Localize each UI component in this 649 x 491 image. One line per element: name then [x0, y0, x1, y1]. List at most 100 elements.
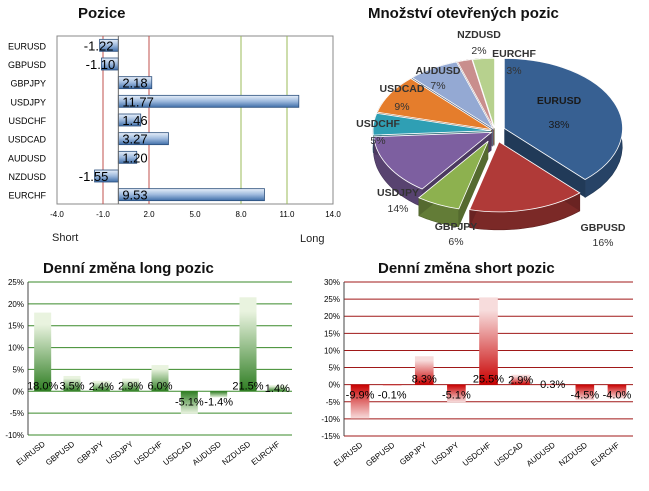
category-label: GBPJPY — [398, 440, 429, 467]
short-caption: Short — [52, 232, 78, 244]
value-label: 2.18 — [122, 76, 147, 91]
category-label: USDCAD — [8, 135, 47, 145]
bar — [479, 297, 498, 385]
value-label: -5.1% — [442, 390, 471, 402]
y-tick-label: 30% — [324, 278, 340, 287]
category-label: GBPJPY — [75, 439, 106, 466]
y-tick-label: 5% — [328, 364, 340, 373]
category-label: GBPUSD — [364, 440, 396, 468]
bar — [151, 365, 169, 392]
y-tick-label: -10% — [5, 431, 24, 440]
bar — [575, 384, 595, 401]
category-label: EURCHF — [9, 191, 47, 201]
category-label: GBPUSD — [8, 60, 47, 70]
category-label: EURUSD — [15, 439, 47, 467]
value-label: 0.3% — [540, 379, 565, 391]
pie-category-label: NZDUSD — [457, 29, 501, 41]
pie-slice — [372, 112, 492, 136]
y-tick-label: -5% — [10, 409, 24, 418]
category-label: GBPUSD — [44, 439, 76, 467]
long-caption: Long — [300, 233, 324, 245]
category-label: AUDUSD — [525, 440, 557, 468]
x-tick-label: 14.0 — [325, 210, 341, 219]
bar — [607, 384, 627, 399]
bar — [210, 391, 228, 398]
category-label: NZDUSD — [9, 172, 47, 182]
bar — [239, 297, 257, 392]
value-label: 2.4% — [89, 381, 114, 393]
value-label: 1.20 — [122, 150, 147, 165]
value-label: 6.0% — [147, 380, 172, 392]
bar — [447, 384, 466, 403]
y-tick-label: 10% — [8, 344, 24, 353]
y-tick-label: 20% — [8, 300, 24, 309]
pie-category-label: USDCHF — [356, 118, 400, 130]
bar — [414, 356, 434, 385]
pie-percent-label: 2% — [471, 45, 486, 57]
y-tick-label: 20% — [324, 312, 340, 321]
pie-slice — [418, 140, 489, 210]
pozice-title: Pozice — [78, 5, 126, 22]
y-tick-label: -5% — [326, 398, 340, 407]
pie-percent-label: 38% — [548, 119, 569, 131]
pie-percent-label: 6% — [448, 236, 463, 248]
x-tick-label: -4.0 — [50, 210, 64, 219]
value-label: -4.0% — [603, 390, 632, 402]
category-label: USDCHF — [9, 116, 47, 126]
pie-slice — [376, 78, 492, 130]
category-label: USDCHF — [132, 439, 164, 467]
value-label: 8.3% — [412, 374, 437, 386]
bar — [180, 391, 198, 414]
value-label: 2.9% — [118, 380, 143, 392]
pie-slice — [471, 57, 495, 129]
value-label: -4.5% — [570, 390, 599, 402]
pie-category-label: GBPJPY — [435, 221, 478, 233]
pie-slice-edge — [504, 128, 586, 198]
value-label: -5.1% — [175, 396, 204, 408]
pie-slice — [456, 59, 495, 129]
pie-slice — [503, 57, 623, 180]
value-label: -9.9% — [346, 390, 375, 402]
y-tick-label: 5% — [12, 365, 24, 374]
pie-category-label: AUDUSD — [416, 65, 461, 77]
y-tick-label: 15% — [8, 322, 24, 331]
y-tick-label: 25% — [324, 295, 340, 304]
category-label: AUDUSD — [191, 439, 223, 467]
pie-category-label: GBPUSD — [581, 222, 626, 234]
value-label: 11.77 — [122, 94, 154, 109]
category-label: NZDUSD — [557, 440, 589, 468]
pozice-chart: EURUSD -1.22 GBPUSD -1.10 GBPJPY 2.18 USDJPY 11… — [8, 35, 341, 245]
value-label: -1.4% — [204, 396, 233, 408]
pie-percent-label: 16% — [592, 237, 613, 249]
pie-slice — [373, 131, 493, 190]
short-chart: -15% -10% -5% 0% 5% 10% 15% 20% 25% 30% -9.9% EURUS… — [321, 278, 633, 468]
pie-category-label: USDJPY — [377, 187, 419, 199]
short-title: Denní změna short pozic — [378, 260, 555, 277]
pie-category-label: EURUSD — [537, 95, 582, 107]
pie-title: Množství otevřených pozic — [368, 5, 559, 22]
value-label: -1.10 — [86, 57, 116, 72]
pie-percent-label: 7% — [430, 80, 445, 92]
pie-percent-label: 14% — [387, 203, 408, 215]
pie-chart: EURUSD 38% GBPUSD 16% GBPJPY 6% USDJPY 14% USDCH… — [356, 29, 626, 249]
value-label: 9.53 — [122, 188, 147, 203]
pie-category-label: USDCAD — [380, 83, 425, 95]
long-title: Denní změna long pozic — [43, 260, 214, 277]
x-tick-label: -1.0 — [96, 210, 110, 219]
bar — [34, 312, 52, 392]
category-label: EURUSD — [8, 41, 47, 51]
value-label: -1.55 — [79, 169, 109, 184]
category-label: USDCAD — [493, 440, 525, 468]
pie-percent-label: 5% — [370, 135, 385, 147]
category-label: USDJPY — [104, 439, 135, 466]
y-tick-label: 0% — [12, 387, 24, 396]
x-tick-label: 11.0 — [280, 210, 296, 219]
value-label: -0.1% — [378, 390, 407, 402]
value-label: 3.27 — [122, 132, 147, 147]
bar — [122, 378, 140, 392]
category-label: GBPJPY — [10, 79, 46, 89]
pie-slice — [469, 141, 581, 213]
value-label: 3.5% — [59, 380, 84, 392]
value-label: 25.5% — [473, 374, 504, 386]
value-label: -1.22 — [84, 38, 114, 53]
